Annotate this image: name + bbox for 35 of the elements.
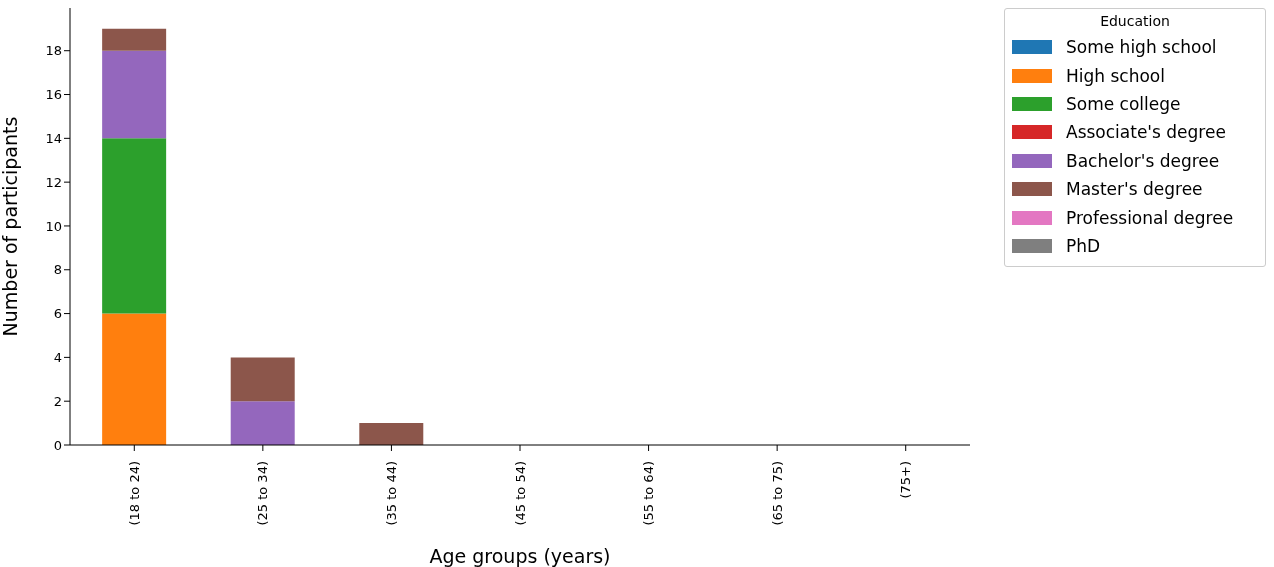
- legend-label: Bachelor's degree: [1066, 150, 1220, 171]
- x-tick-label: (18 to 24): [126, 461, 142, 526]
- x-tick-label: (65 to 75): [769, 461, 785, 526]
- legend-label: PhD: [1066, 235, 1101, 256]
- legend-label: Some college: [1066, 93, 1181, 114]
- y-tick-label: 18: [45, 43, 62, 59]
- y-tick-label: 4: [53, 350, 62, 365]
- y-tick-label: 8: [53, 262, 62, 278]
- bar: [102, 50, 167, 139]
- y-tick-label: 16: [45, 87, 62, 103]
- x-tick-label: (35 to 44): [383, 461, 399, 526]
- y-axis-title: Number of participants: [0, 116, 21, 337]
- bar: [230, 357, 295, 402]
- y-tick-label: 0: [53, 437, 62, 453]
- y-tick-label: 10: [45, 218, 62, 234]
- legend-label: High school: [1066, 65, 1165, 86]
- legend-label: Associate's degree: [1066, 122, 1226, 143]
- y-tick-label: 2: [53, 393, 62, 409]
- bar: [102, 138, 167, 314]
- x-tick-label: (25 to 34): [255, 461, 271, 526]
- legend-label: Professional degree: [1066, 207, 1234, 228]
- x-tick-label: (45 to 54): [512, 461, 528, 526]
- legend-label: Master's degree: [1066, 179, 1203, 200]
- x-tick-label: (55 to 64): [641, 461, 657, 526]
- x-tick-label: (75+): [898, 461, 914, 499]
- y-tick-label: 14: [45, 130, 62, 146]
- bar: [230, 401, 295, 445]
- legend-label: Some high school: [1066, 37, 1217, 58]
- bar: [102, 28, 167, 51]
- y-tick-label: 6: [53, 306, 62, 322]
- x-axis-title: Age groups (years): [429, 545, 611, 567]
- bar: [359, 423, 424, 445]
- y-tick-label: 12: [45, 174, 62, 190]
- legend-title: Education: [1099, 13, 1171, 29]
- bar: [102, 313, 167, 445]
